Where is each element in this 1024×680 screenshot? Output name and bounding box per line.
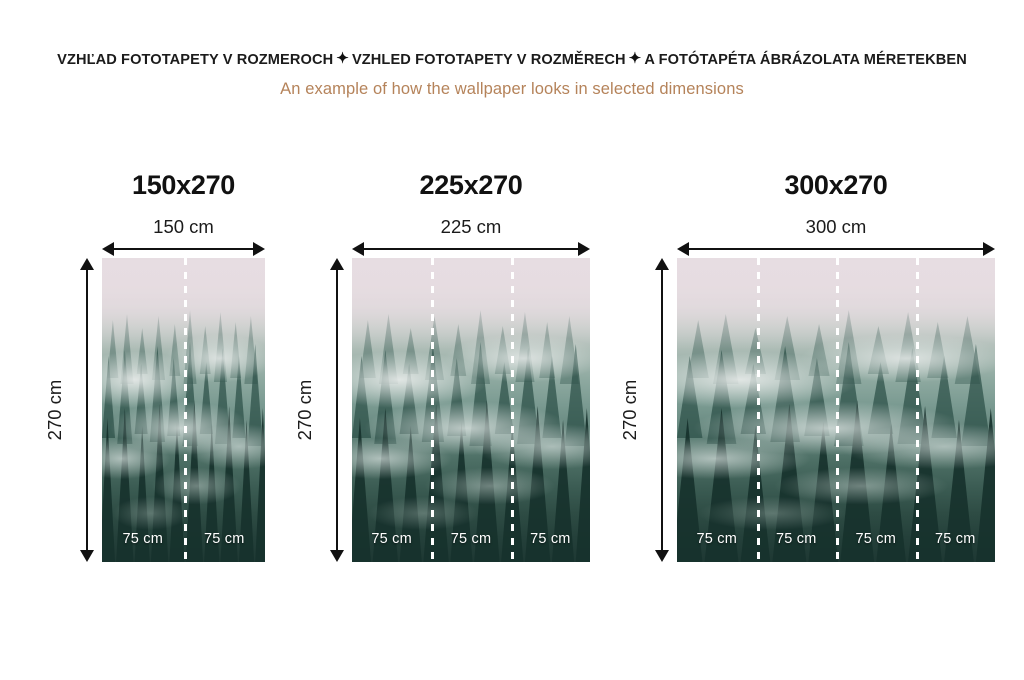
strip-seam-line: [836, 258, 839, 562]
strip-seam-line: [510, 258, 514, 562]
height-dimension-arrow: [653, 258, 671, 562]
arrow-head-right-icon: [253, 242, 265, 256]
panel-title: 225x270: [419, 170, 523, 200]
height-dimension-arrow: [78, 258, 96, 562]
wallpaper-preview-image: 75 cm 75 cm 75 cm: [352, 258, 590, 562]
strip-label: 75 cm: [450, 531, 492, 547]
title-segment-sk: VZHĽAD FOTOTAPETY V ROZMEROCH: [57, 52, 334, 68]
arrow-bar: [86, 267, 88, 553]
strip-seam-line: [431, 258, 435, 562]
size-panel-225x270: 225x270 225 cm 270 cm: [290, 160, 590, 580]
arrow-head-left-icon: [352, 242, 364, 256]
panel-height-label: 270 cm: [294, 379, 315, 441]
strip-label: 75 cm: [204, 531, 245, 547]
page-title: VZHĽAD FOTOTAPETY V ROZMEROCH ✦ VZHLED F…: [0, 50, 1024, 70]
strip-label: 75 cm: [935, 531, 976, 547]
strip-seam-line: [915, 258, 919, 562]
sparkle-icon: ✦: [336, 50, 349, 67]
panel-row: 150x270 150 cm 270 cm: [0, 160, 1024, 580]
strip-seam-line: [183, 258, 187, 562]
panel-width-label: 150 cm: [153, 216, 214, 237]
size-panel-150x270: 150x270 150 cm 270 cm: [40, 160, 265, 580]
size-panel-300x270: 300x270 300 cm 270 cm: [615, 160, 995, 580]
panel-height-label: 270 cm: [619, 379, 640, 441]
page-subtitle: An example of how the wallpaper looks in…: [280, 80, 744, 98]
width-dimension-arrow: [352, 240, 590, 258]
panel-title: 150x270: [131, 170, 235, 200]
strip-label: 75 cm: [122, 531, 163, 547]
panel-title: 300x270: [784, 170, 888, 200]
strip-label-row: 75 cm 75 cm: [102, 528, 265, 550]
wallpaper-preview-image: 75 cm 75 cm: [102, 258, 265, 562]
panel-height-label: 270 cm: [44, 379, 65, 441]
arrow-head-up-icon: [655, 258, 669, 270]
arrow-bar: [686, 248, 986, 250]
forest-artwork: [352, 258, 590, 562]
arrow-bar: [111, 248, 256, 250]
title-segment-cz: VZHLED FOTOTAPETY V ROZMĚRECH: [351, 52, 626, 68]
width-dimension-arrow: [677, 240, 995, 258]
arrow-bar: [361, 248, 581, 250]
width-dimension-arrow: [102, 240, 265, 258]
arrow-bar: [336, 267, 338, 553]
strip-label: 75 cm: [855, 531, 896, 547]
arrow-bar: [661, 267, 663, 553]
arrow-head-up-icon: [80, 258, 94, 270]
tree-silhouette-layer: [352, 310, 590, 562]
arrow-head-left-icon: [102, 242, 114, 256]
strip-label: 75 cm: [530, 531, 571, 547]
header: VZHĽAD FOTOTAPETY V ROZMEROCH ✦ VZHLED F…: [0, 50, 1024, 99]
panel-width-label: 225 cm: [440, 216, 502, 237]
panel-width-label: 300 cm: [805, 216, 867, 237]
strip-label: 75 cm: [371, 531, 412, 547]
height-dimension-arrow: [328, 258, 346, 562]
arrow-head-right-icon: [578, 242, 590, 256]
arrow-head-up-icon: [330, 258, 344, 270]
arrow-head-down-icon: [80, 550, 94, 562]
strip-label-row: 75 cm 75 cm 75 cm: [352, 528, 590, 550]
sparkle-icon: ✦: [628, 50, 642, 67]
title-segment-hu: A FOTÓTAPÉTA ÁBRÁZOLATA MÉRETEKBEN: [644, 52, 967, 68]
arrow-head-left-icon: [677, 242, 689, 256]
arrow-head-down-icon: [655, 550, 669, 562]
strip-label-row: 75 cm 75 cm 75 cm 75 cm: [677, 528, 995, 550]
arrow-head-down-icon: [330, 550, 344, 562]
strip-label: 75 cm: [696, 531, 737, 547]
strip-label: 75 cm: [776, 531, 817, 547]
strip-seam-line: [756, 258, 760, 562]
wallpaper-preview-image: 75 cm 75 cm 75 cm 75 cm: [677, 258, 995, 562]
arrow-head-right-icon: [983, 242, 995, 256]
